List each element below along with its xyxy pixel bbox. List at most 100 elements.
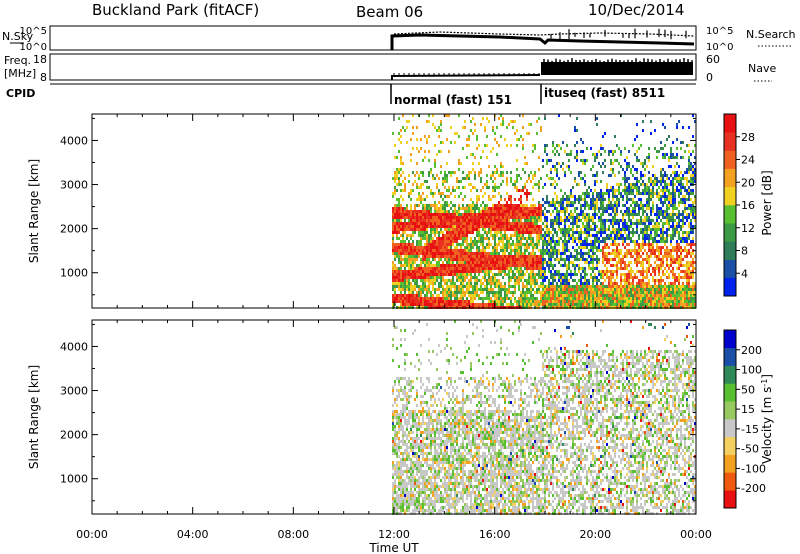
power-cell	[486, 258, 488, 261]
power-cell	[628, 165, 630, 168]
power-cell	[632, 144, 634, 147]
power-cell	[612, 162, 614, 165]
power-cell	[462, 255, 464, 258]
power-cell	[420, 288, 422, 291]
power-cell	[428, 255, 430, 258]
power-cell	[566, 243, 568, 246]
power-cell	[542, 204, 544, 207]
power-cell	[418, 249, 420, 252]
power-cell	[542, 255, 544, 258]
power-cell	[504, 294, 506, 297]
power-cell	[658, 195, 660, 198]
power-cell	[594, 159, 596, 162]
power-cell	[438, 126, 440, 129]
power-cell	[560, 237, 562, 240]
power-cell	[626, 252, 628, 255]
power-cell	[534, 207, 536, 210]
power-cell	[450, 240, 452, 243]
power-cell	[624, 210, 626, 213]
power-cell	[448, 264, 450, 267]
power-cell	[438, 285, 440, 288]
power-cell	[494, 210, 496, 213]
power-cell	[610, 150, 612, 153]
power-cell	[420, 285, 422, 288]
power-cell	[532, 297, 534, 300]
power-cell	[542, 276, 544, 279]
power-cell	[628, 150, 630, 153]
power-cell	[512, 213, 514, 216]
power-cell	[626, 297, 628, 300]
power-cell	[554, 273, 556, 276]
power-cell	[590, 297, 592, 300]
power-cell	[398, 246, 400, 249]
power-cell	[608, 204, 610, 207]
power-cell	[436, 297, 438, 300]
power-cell	[450, 243, 452, 246]
power-cell	[544, 234, 546, 237]
freq-trace	[391, 74, 541, 80]
power-cell	[522, 231, 524, 234]
power-cell	[584, 303, 586, 306]
power-cell	[482, 291, 484, 294]
power-cell	[446, 270, 448, 273]
power-cell	[466, 282, 468, 285]
power-cell	[618, 171, 620, 174]
power-cell	[606, 258, 608, 261]
power-cell	[394, 225, 396, 228]
power-cell	[556, 291, 558, 294]
power-cell	[436, 261, 438, 264]
power-cell	[530, 255, 532, 258]
power-cell	[442, 180, 444, 183]
power-cell	[554, 264, 556, 267]
power-cell	[596, 192, 598, 195]
power-cell	[578, 237, 580, 240]
power-cell	[522, 210, 524, 213]
power-cell	[448, 213, 450, 216]
power-cell	[404, 261, 406, 264]
power-cell	[476, 243, 478, 246]
power-cell	[522, 114, 524, 117]
power-cell	[624, 177, 626, 180]
power-cell	[640, 231, 642, 234]
power-cell	[612, 243, 614, 246]
power-cell	[462, 291, 464, 294]
power-cell	[550, 252, 552, 255]
power-cell	[596, 225, 598, 228]
power-cell	[470, 294, 472, 297]
power-cell	[608, 261, 610, 264]
power-cell	[544, 249, 546, 252]
power-cell	[642, 129, 644, 132]
power-cell	[468, 288, 470, 291]
power-cell	[634, 258, 636, 261]
power-cell	[394, 204, 396, 207]
power-cell	[464, 273, 466, 276]
power-cell	[410, 234, 412, 237]
power-cell	[586, 291, 588, 294]
power-cell	[658, 216, 660, 219]
power-cell	[634, 183, 636, 186]
power-cell	[468, 270, 470, 273]
power-cell	[464, 213, 466, 216]
power-cell	[492, 264, 494, 267]
power-cell	[414, 288, 416, 291]
power-cell	[570, 255, 572, 258]
power-cell	[420, 270, 422, 273]
power-cell	[624, 213, 626, 216]
power-cell	[564, 246, 566, 249]
power-cell	[398, 294, 400, 297]
power-cell	[552, 246, 554, 249]
power-cell	[410, 213, 412, 216]
power-cell	[568, 231, 570, 234]
power-cell	[542, 267, 544, 270]
power-cell	[550, 222, 552, 225]
power-cell	[554, 249, 556, 252]
power-cell	[504, 216, 506, 219]
power-cell	[618, 243, 620, 246]
power-cell	[602, 222, 604, 225]
power-cell	[446, 222, 448, 225]
power-cell	[398, 273, 400, 276]
power-cell	[620, 303, 622, 306]
power-cell	[660, 300, 662, 303]
power-cell	[630, 255, 632, 258]
power-cell	[638, 252, 640, 255]
